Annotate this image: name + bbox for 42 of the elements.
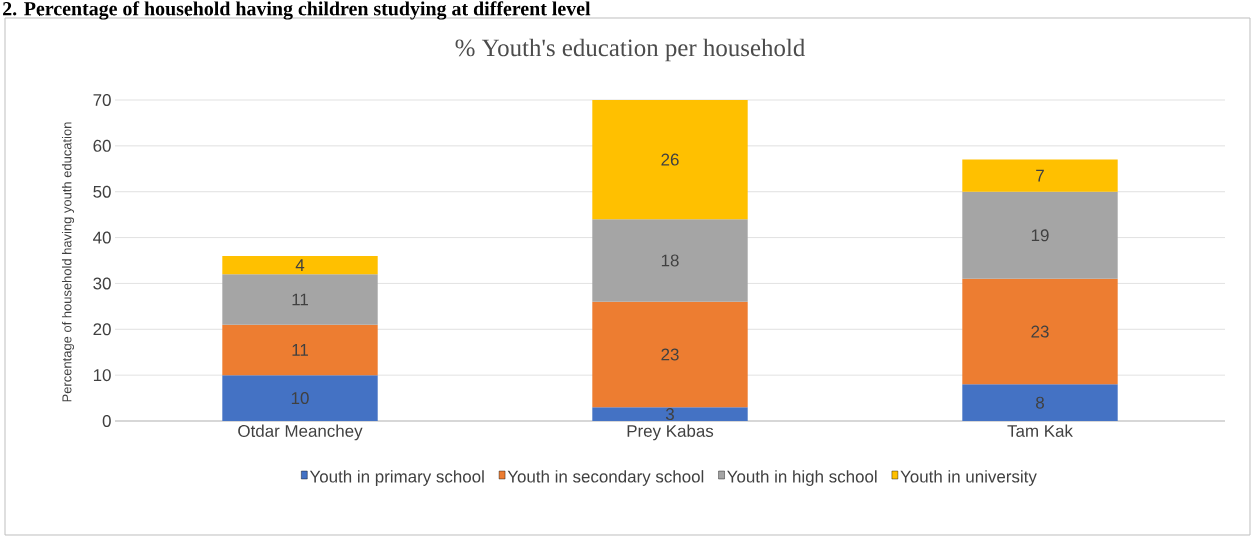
bar [222, 274, 378, 325]
chart-title: % Youth's education per household [455, 38, 806, 62]
y-tick-label: 20 [93, 323, 111, 336]
legend-label: Youth in secondary school [507, 470, 704, 486]
data-label: 26 [661, 153, 679, 166]
y-tick-label: 40 [93, 231, 111, 244]
bar [222, 255, 378, 275]
data-label: 7 [1036, 169, 1044, 182]
x-tick-label: Tam Kak [1007, 424, 1073, 437]
y-tick-label: 30 [93, 277, 111, 290]
legend-label: Youth in primary school [309, 470, 484, 486]
data-label: 8 [1036, 396, 1044, 409]
bar [962, 278, 1118, 385]
y-axis-title: Percentage of household having youth education [61, 122, 75, 402]
bar [592, 301, 748, 408]
bar [962, 384, 1118, 421]
data-label: 18 [661, 254, 679, 267]
data-label: 4 [295, 259, 305, 271]
data-label: 11 [292, 293, 308, 306]
y-tick-label: 60 [93, 139, 111, 152]
x-tick-label: Otdar Meanchey [238, 424, 363, 441]
data-label: 11 [292, 344, 308, 356]
bar [222, 375, 378, 421]
bar [222, 324, 378, 376]
data-label: 10 [291, 392, 309, 405]
text: 2. Percentage of household having children studying at different level [3, 1, 591, 20]
y-tick-label: 10 [93, 369, 111, 382]
bar [592, 407, 748, 421]
bar [592, 219, 748, 302]
y-tick-label: 0 [102, 415, 111, 427]
y-tick-label: 50 [93, 185, 111, 198]
legend-label: Youth in high school [727, 470, 877, 486]
legend-label: Youth in university [900, 470, 1037, 486]
bar [962, 191, 1118, 279]
x-tick-label: Prey Kabas [627, 424, 714, 441]
bar [592, 100, 748, 220]
data-label: 23 [661, 348, 679, 361]
y-tick-label: 70 [93, 94, 111, 107]
bar [962, 159, 1118, 192]
data-label: 23 [1031, 325, 1049, 338]
data-label: 19 [1031, 229, 1049, 242]
data-label: 3 [665, 408, 674, 421]
